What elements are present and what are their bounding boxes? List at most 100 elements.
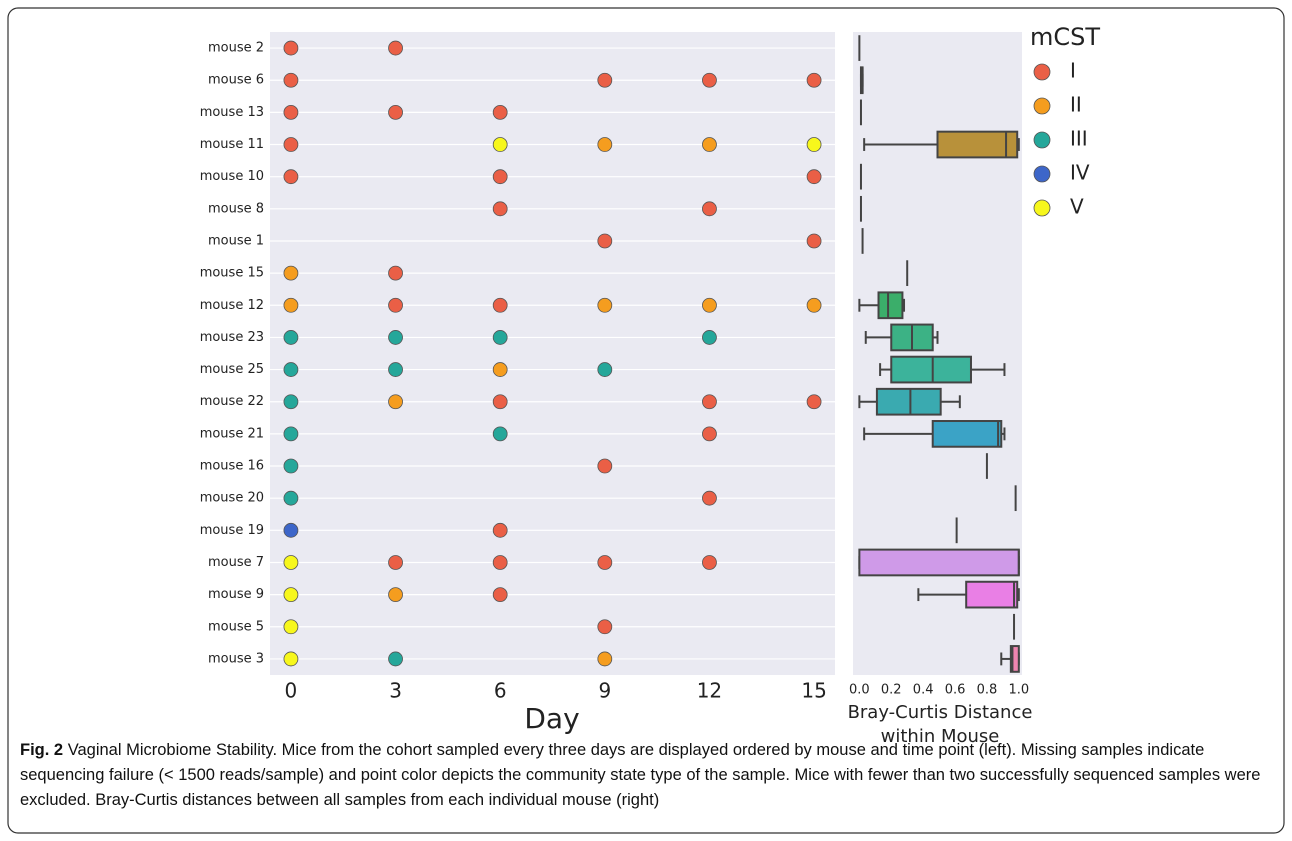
dot <box>702 394 717 410</box>
dot <box>283 362 299 377</box>
dot <box>492 169 508 185</box>
dot <box>597 458 613 474</box>
dot <box>283 619 299 635</box>
dot <box>283 651 299 667</box>
legend-label: II <box>1070 93 1082 117</box>
y-tick-label: mouse 3 <box>208 651 264 666</box>
x-tick-label: 0.0 <box>849 683 870 698</box>
dot <box>283 522 299 538</box>
legend-title: mCST <box>1030 23 1100 51</box>
dot <box>597 297 613 313</box>
dot <box>492 587 508 603</box>
dot <box>597 233 613 249</box>
dot <box>388 555 403 570</box>
dot <box>492 426 508 442</box>
legend-label: III <box>1070 127 1088 151</box>
caption-label: Fig. 2 <box>20 741 64 759</box>
dot <box>492 522 508 538</box>
dot <box>806 169 822 185</box>
box <box>890 355 972 384</box>
y-tick-label: mouse 15 <box>200 266 264 281</box>
dot <box>388 297 403 313</box>
legend-label: I <box>1070 59 1076 83</box>
dot <box>283 394 299 410</box>
box-plot-area <box>853 32 1022 675</box>
y-tick-label: mouse 20 <box>200 491 264 506</box>
dot <box>597 555 613 570</box>
dot <box>702 201 717 217</box>
dot <box>597 362 613 377</box>
y-tick-label: mouse 21 <box>200 426 264 441</box>
dot <box>283 587 299 603</box>
x-tick-label: 9 <box>598 679 611 703</box>
x-tick-label: 3 <box>389 679 402 703</box>
y-tick-label: mouse 5 <box>208 619 264 634</box>
y-tick-label: mouse 10 <box>200 169 264 184</box>
y-tick-label: mouse 7 <box>208 555 264 570</box>
y-tick-label: mouse 1 <box>208 233 264 248</box>
dot <box>388 330 403 345</box>
box <box>965 580 1019 609</box>
dot <box>388 104 403 120</box>
dot <box>806 297 822 313</box>
y-tick-label: mouse 16 <box>200 459 264 474</box>
dot <box>283 72 299 88</box>
dot <box>597 619 613 635</box>
dot <box>388 40 403 56</box>
dot <box>702 137 717 152</box>
dot <box>492 297 508 313</box>
dot <box>283 265 299 281</box>
dot <box>806 233 822 249</box>
y-tick-label: mouse 9 <box>208 587 264 602</box>
box <box>936 130 1019 159</box>
dot <box>492 394 508 410</box>
y-tick-label: mouse 2 <box>208 41 264 56</box>
y-tick-label: mouse 22 <box>200 394 264 409</box>
box <box>858 548 1020 577</box>
legend-marker <box>1033 199 1051 217</box>
dot <box>283 40 299 56</box>
y-tick-label: mouse 19 <box>200 523 264 538</box>
dot <box>388 362 403 377</box>
dot <box>283 458 299 474</box>
dot-plot-area <box>270 32 835 675</box>
dot <box>283 330 299 345</box>
x-tick-label: 12 <box>697 679 722 703</box>
dot <box>702 72 717 88</box>
dot <box>597 651 613 667</box>
dot <box>702 426 717 442</box>
x-tick-label: 0.2 <box>881 683 902 698</box>
legend-marker <box>1033 97 1051 115</box>
dot <box>388 265 403 281</box>
dot <box>597 72 613 88</box>
dot <box>702 490 717 506</box>
box <box>931 420 1003 448</box>
x-tick-label: 6 <box>494 679 507 703</box>
dot <box>702 330 717 345</box>
dot <box>492 555 508 570</box>
y-tick-label: mouse 23 <box>200 330 264 345</box>
box <box>1009 645 1020 673</box>
dot <box>283 137 299 152</box>
x-tick-label: 15 <box>801 679 826 703</box>
dot <box>388 587 403 603</box>
dot <box>492 201 508 217</box>
dot <box>492 362 508 377</box>
x-axis-label: Day <box>524 702 579 735</box>
dot <box>702 297 717 313</box>
box <box>877 291 904 320</box>
legend-marker <box>1033 63 1051 81</box>
x-tick-label: 0.6 <box>945 683 966 698</box>
dot <box>492 330 508 345</box>
legend-label: IV <box>1070 161 1090 185</box>
dot <box>388 394 403 410</box>
dot <box>806 137 822 152</box>
x-tick-label: 0.8 <box>977 683 998 698</box>
y-tick-label: mouse 25 <box>200 362 264 377</box>
y-tick-label: mouse 12 <box>200 298 264 313</box>
y-tick-label: mouse 11 <box>200 137 264 152</box>
x-tick-label: 1.0 <box>1008 683 1029 698</box>
y-tick-label: mouse 6 <box>208 73 264 88</box>
